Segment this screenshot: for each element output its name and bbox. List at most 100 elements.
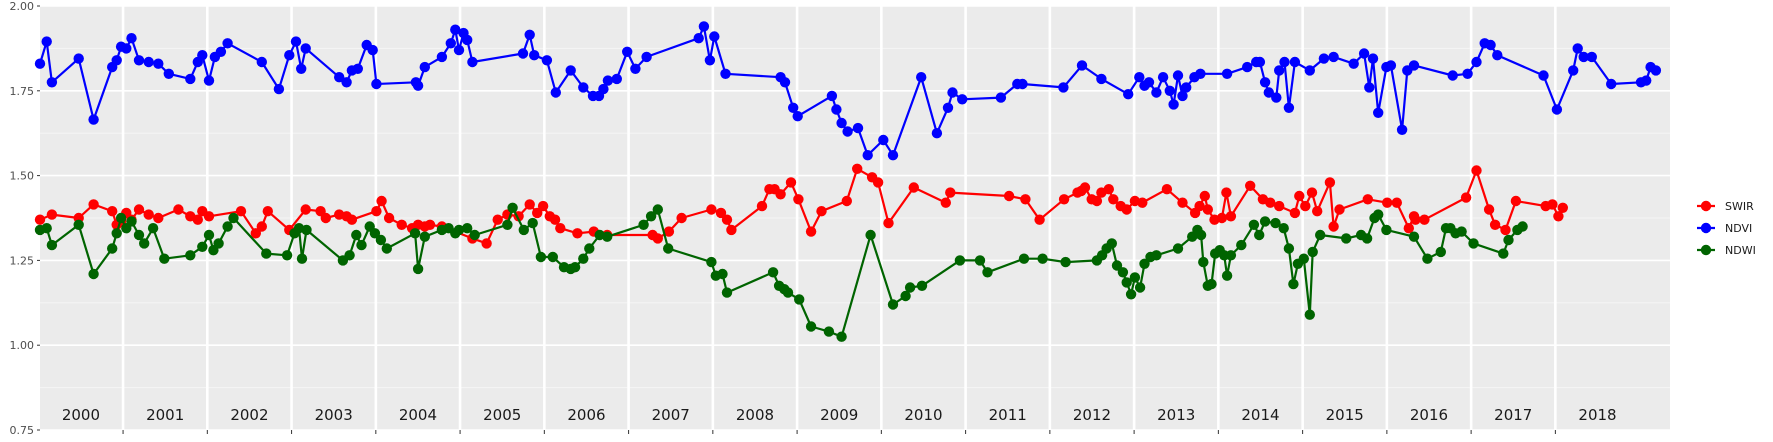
data-point: [652, 204, 663, 215]
data-point: [1300, 200, 1311, 212]
data-point: [1362, 194, 1374, 205]
data-point: [1572, 43, 1583, 54]
data-point: [715, 207, 727, 219]
data-point: [1121, 277, 1132, 288]
data-point: [143, 56, 154, 68]
data-point: [1216, 212, 1228, 224]
data-point: [290, 36, 302, 47]
data-point: [192, 214, 203, 225]
data-point: [1017, 78, 1028, 90]
data-point: [836, 331, 847, 342]
data-point: [1348, 58, 1359, 69]
data-point: [872, 177, 884, 188]
data-point: [215, 46, 227, 57]
data-point: [1557, 202, 1569, 213]
data-point: [1221, 68, 1233, 80]
data-point: [1137, 197, 1148, 208]
data-point: [163, 68, 174, 80]
data-point: [1270, 217, 1281, 229]
data-point: [794, 294, 805, 305]
data-point: [1265, 197, 1276, 208]
data-point: [462, 34, 473, 46]
data-point: [126, 33, 137, 44]
data-point: [115, 212, 127, 224]
data-point: [346, 214, 358, 225]
data-point: [450, 24, 461, 35]
year-label: 2011: [989, 406, 1027, 424]
data-point: [1307, 246, 1318, 258]
data-point: [203, 75, 215, 86]
data-point: [836, 117, 847, 129]
data-point: [1259, 216, 1271, 227]
data-point: [1503, 234, 1514, 246]
data-point: [1606, 78, 1617, 90]
data-point: [756, 200, 768, 212]
data-point: [706, 204, 717, 215]
data-point: [1315, 229, 1326, 241]
data-point: [904, 282, 916, 293]
data-point: [1172, 70, 1184, 81]
data-point: [1471, 56, 1482, 68]
data-point: [852, 122, 864, 134]
data-point: [549, 214, 561, 225]
data-point: [517, 48, 529, 59]
data-point: [1460, 192, 1472, 203]
data-point: [409, 228, 421, 239]
series-layer: [34, 21, 1662, 342]
data-point: [34, 58, 46, 69]
data-point: [1318, 53, 1330, 64]
year-label: 2005: [483, 406, 521, 424]
data-point: [1263, 87, 1275, 98]
data-point: [1498, 248, 1509, 259]
data-point: [578, 82, 589, 93]
year-label: 2009: [820, 406, 858, 424]
data-point: [46, 209, 58, 220]
data-point: [88, 199, 99, 210]
data-point: [1410, 214, 1421, 225]
series-ndwi: [34, 202, 1528, 342]
data-point: [602, 75, 614, 86]
data-point: [565, 65, 576, 76]
data-point: [1447, 70, 1458, 81]
data-point: [1151, 250, 1162, 261]
grid-layer: [40, 5, 1670, 431]
data-point: [1283, 102, 1295, 114]
data-point: [1468, 238, 1479, 249]
data-point: [1298, 253, 1310, 264]
data-point: [139, 238, 150, 249]
data-point: [1079, 182, 1091, 193]
data-point: [638, 219, 649, 230]
data-point: [1510, 195, 1522, 207]
data-point: [663, 243, 674, 254]
year-label: 2004: [399, 406, 437, 424]
data-point: [1361, 233, 1373, 244]
data-point: [1381, 224, 1392, 236]
data-point: [982, 267, 993, 278]
data-point: [550, 87, 561, 98]
data-point: [547, 251, 558, 263]
data-point: [153, 212, 164, 224]
data-point: [371, 206, 382, 217]
data-point: [598, 83, 609, 95]
data-point: [1568, 65, 1579, 76]
series-swir: [34, 163, 1569, 249]
data-point: [383, 212, 395, 224]
data-point: [826, 90, 838, 102]
data-point: [1181, 82, 1192, 93]
data-point: [1312, 206, 1323, 217]
data-point: [1194, 200, 1205, 212]
data-point: [296, 253, 308, 264]
data-point: [256, 56, 267, 68]
data-point: [878, 134, 889, 146]
year-label: 2008: [736, 406, 774, 424]
data-point: [1195, 229, 1207, 241]
data-point: [356, 239, 367, 251]
data-point: [1177, 197, 1188, 208]
data-point: [726, 224, 737, 236]
data-point: [775, 189, 786, 200]
data-point: [1108, 194, 1119, 205]
data-point: [1367, 53, 1379, 64]
data-point: [1578, 51, 1589, 63]
data-point: [203, 229, 215, 241]
data-point: [1034, 214, 1045, 225]
